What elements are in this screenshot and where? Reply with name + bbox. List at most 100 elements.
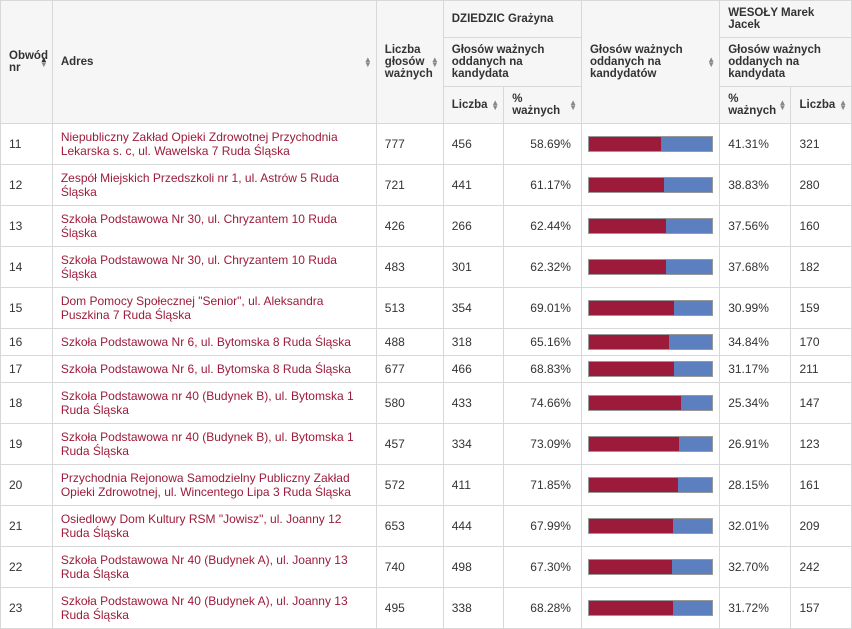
address-link[interactable]: Szkoła Podstawowa Nr 6, ul. Bytomska 8 R…: [61, 335, 351, 349]
cell-a-pct: 62.44%: [504, 206, 582, 247]
cell-bar: [581, 165, 719, 206]
cell-b-count: 242: [791, 547, 852, 588]
header-b-pct[interactable]: % ważnych: [720, 87, 791, 124]
bar-segment-a: [589, 335, 669, 349]
stacked-bar: [588, 259, 713, 275]
stacked-bar: [588, 334, 713, 350]
cell-address: Dom Pomocy Społecznej "Senior", ul. Alek…: [52, 288, 376, 329]
header-addr[interactable]: Adres: [52, 1, 376, 124]
cell-address: Zespół Miejskich Przedszkoli nr 1, ul. A…: [52, 165, 376, 206]
bar-segment-b: [679, 437, 712, 451]
cell-bar: [581, 588, 719, 629]
cell-address: Szkoła Podstawowa Nr 30, ul. Chryzantem …: [52, 247, 376, 288]
bar-segment-a: [589, 260, 666, 274]
cell-a-count: 354: [443, 288, 503, 329]
address-link[interactable]: Szkoła Podstawowa Nr 30, ul. Chryzantem …: [61, 212, 337, 240]
bar-segment-a: [589, 178, 664, 192]
bar-segment-b: [673, 601, 712, 615]
header-valid-b: Głosów ważnych oddanych na kandydata: [720, 38, 852, 87]
cell-b-pct: 34.84%: [720, 329, 791, 356]
bar-segment-a: [589, 219, 666, 233]
cell-a-pct: 67.30%: [504, 547, 582, 588]
header-a-count[interactable]: Liczba: [443, 87, 503, 124]
cell-a-pct: 74.66%: [504, 383, 582, 424]
address-link[interactable]: Szkoła Podstawowa Nr 40 (Budynek A), ul.…: [61, 553, 348, 581]
header-b-count[interactable]: Liczba: [791, 87, 852, 124]
address-link[interactable]: Szkoła Podstawowa nr 40 (Budynek B), ul.…: [61, 389, 354, 417]
address-link[interactable]: Szkoła Podstawowa Nr 40 (Budynek A), ul.…: [61, 594, 348, 622]
table-row: 21 Osiedlowy Dom Kultury RSM "Jowisz", ul…: [1, 506, 852, 547]
bar-segment-b: [672, 560, 712, 574]
cell-a-count: 411: [443, 465, 503, 506]
cell-a-pct: 58.69%: [504, 124, 582, 165]
cell-a-pct: 71.85%: [504, 465, 582, 506]
bar-segment-b: [661, 137, 712, 151]
bar-segment-b: [674, 362, 712, 376]
cell-b-pct: 41.31%: [720, 124, 791, 165]
cell-a-pct: 62.32%: [504, 247, 582, 288]
address-link[interactable]: Dom Pomocy Społecznej "Senior", ul. Alek…: [61, 294, 324, 322]
cell-bar: [581, 124, 719, 165]
cell-address: Szkoła Podstawowa nr 40 (Budynek B), ul.…: [52, 424, 376, 465]
cell-bar: [581, 356, 719, 383]
header-valid[interactable]: Liczba głosów ważnych: [376, 1, 443, 124]
cell-valid: 572: [376, 465, 443, 506]
cell-valid: 777: [376, 124, 443, 165]
sort-icon[interactable]: [40, 57, 48, 67]
cell-address: Osiedlowy Dom Kultury RSM "Jowisz", ul. …: [52, 506, 376, 547]
cell-nr: 13: [1, 206, 53, 247]
address-link[interactable]: Niepubliczny Zakład Opieki Zdrowotnej Pr…: [61, 130, 338, 158]
table-row: 13 Szkoła Podstawowa Nr 30, ul. Chryzante…: [1, 206, 852, 247]
stacked-bar: [588, 600, 713, 616]
cell-valid: 457: [376, 424, 443, 465]
cell-bar: [581, 329, 719, 356]
header-nr[interactable]: Obwód nr: [1, 1, 53, 124]
bar-segment-a: [589, 560, 672, 574]
cell-a-count: 318: [443, 329, 503, 356]
cell-a-count: 441: [443, 165, 503, 206]
sort-icon[interactable]: [707, 57, 715, 67]
sort-icon[interactable]: [364, 57, 372, 67]
cell-b-pct: 32.70%: [720, 547, 791, 588]
header-cand-b: WESOŁY Marek Jacek: [720, 1, 852, 38]
sort-icon[interactable]: [779, 100, 787, 110]
cell-b-pct: 31.72%: [720, 588, 791, 629]
cell-a-pct: 67.99%: [504, 506, 582, 547]
cell-bar: [581, 383, 719, 424]
cell-b-pct: 25.34%: [720, 383, 791, 424]
cell-bar: [581, 206, 719, 247]
address-link[interactable]: Szkoła Podstawowa nr 40 (Budynek B), ul.…: [61, 430, 354, 458]
sort-icon[interactable]: [431, 57, 439, 67]
header-bar[interactable]: Głosów ważnych oddanych na kandydatów: [581, 1, 719, 124]
cell-bar: [581, 506, 719, 547]
address-link[interactable]: Szkoła Podstawowa Nr 30, ul. Chryzantem …: [61, 253, 337, 281]
cell-valid: 653: [376, 506, 443, 547]
stacked-bar: [588, 518, 713, 534]
cell-nr: 21: [1, 506, 53, 547]
address-link[interactable]: Zespół Miejskich Przedszkoli nr 1, ul. A…: [61, 171, 339, 199]
table-row: 11Niepubliczny Zakład Opieki Zdrowotnej …: [1, 124, 852, 165]
address-link[interactable]: Osiedlowy Dom Kultury RSM "Jowisz", ul. …: [61, 512, 342, 540]
cell-bar: [581, 547, 719, 588]
table-row: 16 Szkoła Podstawowa Nr 6, ul. Bytomska 8…: [1, 329, 852, 356]
cell-nr: 16: [1, 329, 53, 356]
bar-segment-b: [664, 178, 712, 192]
cell-b-pct: 31.17%: [720, 356, 791, 383]
cell-b-pct: 37.56%: [720, 206, 791, 247]
sort-icon[interactable]: [491, 100, 499, 110]
cell-b-count: 182: [791, 247, 852, 288]
header-a-pct[interactable]: % ważnych: [504, 87, 582, 124]
sort-icon[interactable]: [569, 100, 577, 110]
cell-nr: 15: [1, 288, 53, 329]
bar-segment-a: [589, 601, 673, 615]
address-link[interactable]: Przychodnia Rejonowa Samodzielny Publicz…: [61, 471, 351, 499]
table-row: 23Szkoła Podstawowa Nr 40 (Budynek A), u…: [1, 588, 852, 629]
bar-segment-a: [589, 362, 674, 376]
cell-b-pct: 38.83%: [720, 165, 791, 206]
bar-segment-a: [589, 396, 681, 410]
table-row: 19Szkoła Podstawowa nr 40 (Budynek B), u…: [1, 424, 852, 465]
stacked-bar: [588, 218, 713, 234]
address-link[interactable]: Szkoła Podstawowa Nr 6, ul. Bytomska 8 R…: [61, 362, 351, 376]
sort-icon[interactable]: [839, 100, 847, 110]
cell-a-pct: 68.83%: [504, 356, 582, 383]
